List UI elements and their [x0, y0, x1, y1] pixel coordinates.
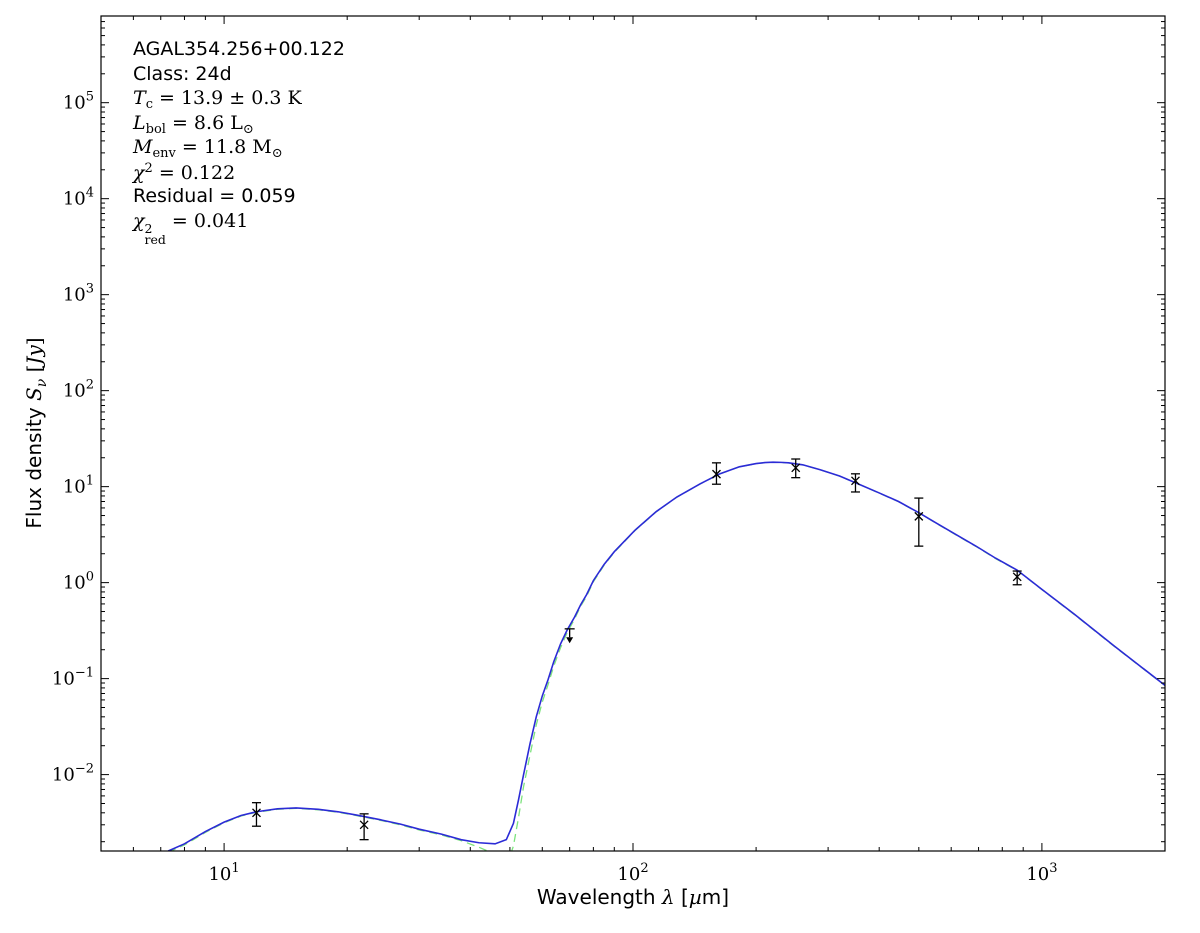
data-point [1012, 570, 1022, 586]
annotation-residual: Residual = 0.059 [133, 185, 296, 207]
model-curves [167, 461, 1165, 851]
data-point [791, 458, 801, 479]
y-tick-label: 102 [63, 378, 94, 402]
annotation-chi-squared-reduced: χ 2 red = 0.041 [133, 209, 249, 247]
data-point [251, 802, 261, 827]
annotation-chi-squared: χ2 = 0.122 [133, 160, 236, 184]
x-tick-label: 101 [208, 861, 239, 885]
stacked-script: 2 red [144, 220, 166, 247]
model-total-curve [167, 461, 1165, 851]
annotation-dust-temperature: Tc = 13.9 ± 0.3 K [133, 87, 302, 112]
data-point [850, 473, 860, 493]
tick-labels: 101 102 103 105 104 103 102 101 100 10−1 10−2 [52, 90, 1058, 885]
y-tick-label: 103 [63, 282, 94, 306]
data-point [914, 497, 924, 547]
x-tick-label: 103 [1026, 861, 1057, 885]
y-tick-label: 104 [63, 186, 94, 210]
data-point [359, 813, 369, 841]
y-axis-title: Flux density Sν [Jy] [22, 337, 50, 529]
annotation-envelope-mass: Menv = 11.8 M⊙ [133, 136, 283, 161]
annotation-bolometric-luminosity: Lbol = 8.6 L⊙ [133, 111, 254, 137]
y-tick-label: 10−2 [52, 762, 94, 786]
annotation-class-label: Class: 24d [133, 62, 232, 85]
data-point [711, 462, 721, 485]
y-tick-label: 100 [63, 570, 94, 594]
y-tick-label: 10−1 [52, 666, 94, 690]
axis-ticks [101, 16, 1165, 851]
y-tick-label: 105 [63, 90, 94, 114]
upper-limit-marker [564, 628, 575, 644]
cold-component-curve [511, 461, 1165, 851]
fit-annotation: AGAL354.256+00.122 Class: 24d Tc = 13.9 ± … [133, 38, 345, 247]
y-tick-label: 101 [63, 474, 94, 498]
x-tick-label: 102 [617, 861, 648, 885]
x-axis-title: Wavelength λ [µm] [536, 885, 730, 909]
photometry-points [251, 458, 1022, 841]
annotation-source-name: AGAL354.256+00.122 [133, 38, 345, 60]
